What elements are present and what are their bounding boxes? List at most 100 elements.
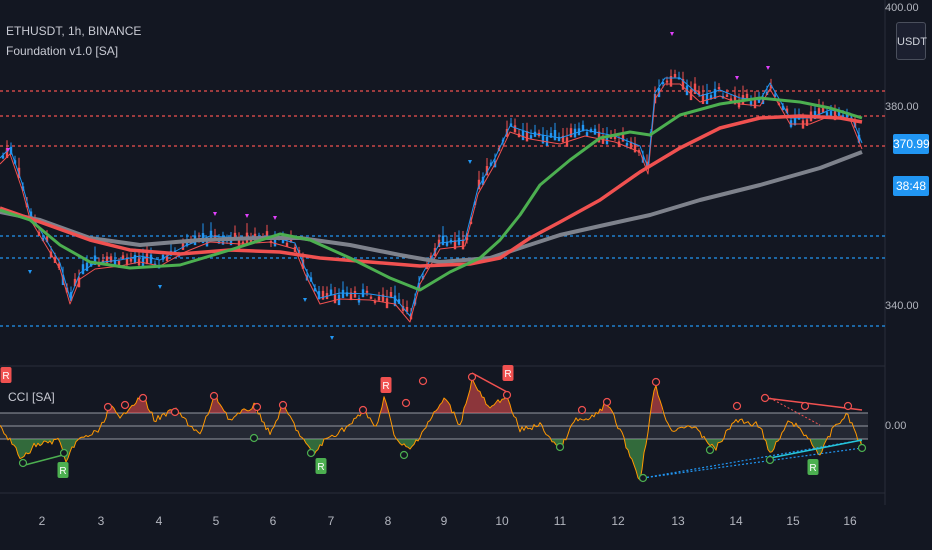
signal-arrow-marker bbox=[330, 336, 334, 340]
candle-body bbox=[393, 295, 397, 307]
date-tick-label: 2 bbox=[38, 514, 46, 528]
date-tick-label: 4 bbox=[155, 514, 163, 528]
candle-body bbox=[629, 141, 633, 150]
oscillator-fill-low bbox=[406, 439, 408, 448]
candle-body bbox=[713, 88, 717, 99]
oscillator-fill-low bbox=[770, 439, 772, 453]
high-pivot-circle bbox=[800, 401, 810, 411]
oscillator-fill-low bbox=[818, 439, 820, 455]
currency-button[interactable]: USDT bbox=[896, 22, 927, 60]
oscillator-fill-high bbox=[138, 397, 140, 413]
oscillator-fill-low bbox=[626, 439, 628, 450]
high-pivot-circle bbox=[103, 402, 113, 412]
candle-body bbox=[457, 237, 461, 245]
candle-body bbox=[405, 307, 409, 312]
signal-arrow-marker bbox=[158, 285, 162, 289]
candle-body bbox=[401, 306, 405, 311]
oscillator-fill-low bbox=[22, 439, 24, 458]
candle-body bbox=[45, 236, 49, 243]
signal-arrow-marker bbox=[735, 76, 739, 80]
high-pivot-circle bbox=[602, 397, 612, 407]
candle-body bbox=[705, 93, 709, 105]
signal-arrow-marker bbox=[468, 160, 472, 164]
oscillator-fill-low bbox=[12, 439, 14, 446]
high-pivot-circle bbox=[651, 377, 661, 387]
oscillator-fill-low bbox=[20, 439, 22, 459]
candle-body bbox=[25, 203, 29, 208]
candle-body bbox=[625, 142, 629, 146]
signal-arrow-marker bbox=[28, 270, 32, 274]
candle-body bbox=[793, 116, 797, 126]
oscillator-fill-high bbox=[444, 398, 446, 413]
candle-body bbox=[361, 289, 365, 298]
candle-body bbox=[373, 300, 377, 303]
oscillator-fill-high bbox=[506, 397, 508, 413]
candle-body bbox=[345, 292, 349, 296]
signal-arrow-marker bbox=[303, 298, 307, 302]
oscillator-fill-high bbox=[608, 406, 610, 413]
candle-body bbox=[89, 263, 93, 267]
candle-body bbox=[329, 289, 333, 296]
candle-body bbox=[41, 237, 45, 241]
candle-body bbox=[145, 253, 149, 265]
oscillator-fill-low bbox=[16, 439, 18, 455]
price-tick-400: 400.00 bbox=[885, 2, 919, 14]
oscillator-fill-high bbox=[440, 402, 442, 413]
oscillator-fill-high bbox=[438, 404, 440, 413]
candle-body bbox=[817, 108, 821, 118]
oscillator-fill-low bbox=[30, 439, 32, 454]
candle-body bbox=[473, 202, 477, 206]
indicator-legend[interactable]: Foundation v1.0 [SA] bbox=[6, 44, 119, 58]
candle-body bbox=[213, 235, 217, 239]
high-pivot-circle bbox=[252, 402, 262, 412]
candle-body bbox=[525, 131, 529, 142]
oscillator-fill-high bbox=[250, 408, 252, 413]
signal-arrow-marker bbox=[273, 216, 277, 220]
slow-ma-grey-line bbox=[0, 150, 863, 264]
oscillator-legend[interactable]: CCI [SA] bbox=[8, 390, 55, 404]
high-pivot-circle bbox=[358, 405, 368, 415]
candle-body bbox=[753, 99, 757, 109]
peak-r-marker-label: R bbox=[2, 371, 9, 382]
candle-body bbox=[825, 112, 829, 119]
candle-body bbox=[105, 256, 109, 265]
candle-body bbox=[129, 258, 133, 262]
symbol-legend[interactable]: ETHUSDT, 1h, BINANCE bbox=[6, 24, 142, 38]
oscillator-fill-low bbox=[72, 439, 74, 448]
candle-body bbox=[161, 254, 165, 260]
low-pivot-circle bbox=[306, 448, 316, 458]
oscillator-fill-high bbox=[508, 399, 510, 413]
low-pivot-circle bbox=[555, 442, 565, 452]
candle-body bbox=[833, 111, 837, 121]
low-pivot-circle bbox=[249, 433, 259, 443]
candle-body bbox=[5, 148, 9, 159]
candle-body bbox=[709, 95, 713, 100]
oscillator-fill-high bbox=[656, 385, 658, 413]
candle-body bbox=[681, 78, 685, 90]
fast-ma-blue-line bbox=[0, 77, 863, 317]
candle-body bbox=[121, 255, 125, 260]
oscillator-fill-low bbox=[28, 439, 30, 454]
high-pivot-circle bbox=[502, 390, 512, 400]
oscillator-fill-low bbox=[768, 439, 770, 453]
date-tick-label: 16 bbox=[843, 514, 857, 528]
trough-r-marker bbox=[57, 462, 69, 478]
oscillator-fill-low bbox=[552, 439, 554, 443]
candle-body bbox=[337, 294, 341, 306]
candle-body bbox=[165, 255, 169, 261]
oscillator-fill-low bbox=[710, 439, 712, 446]
oscillator-fill-high bbox=[484, 397, 486, 413]
candle-body bbox=[633, 143, 637, 153]
date-tick-label: 3 bbox=[97, 514, 105, 528]
candle-body bbox=[665, 80, 669, 83]
candle-body bbox=[113, 259, 117, 265]
trough-r-marker-label: R bbox=[809, 463, 816, 474]
oscillator-fill-low bbox=[38, 439, 40, 446]
candle-body bbox=[381, 294, 385, 302]
oscillator-fill-low bbox=[408, 439, 410, 450]
date-tick-label: 6 bbox=[269, 514, 277, 528]
candle-body bbox=[453, 240, 457, 250]
candle-body bbox=[773, 94, 777, 98]
candle-body bbox=[441, 235, 445, 246]
